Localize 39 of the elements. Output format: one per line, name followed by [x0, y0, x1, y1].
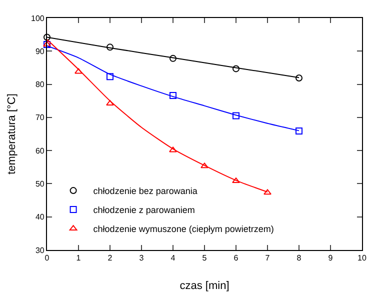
x-tick-label: 0: [44, 254, 50, 263]
legend-label: chłodzenie bez parowania: [93, 186, 198, 196]
point: [106, 73, 114, 80]
x-tick-label: 9: [328, 254, 334, 263]
point: [169, 146, 177, 152]
point: [106, 100, 114, 106]
y-tick-label: 30: [35, 246, 45, 255]
x-tick-label: 3: [139, 254, 144, 263]
y-tick-label: 100: [31, 14, 45, 23]
x-tick-label: 5: [202, 254, 208, 263]
x-tick-label: 10: [358, 254, 367, 263]
x-tick-label: 4: [170, 254, 176, 263]
point: [74, 68, 82, 74]
x-tick-label: 1: [76, 254, 82, 263]
point: [296, 128, 302, 135]
y-tick-label: 80: [35, 80, 45, 90]
x-tick-label: 7: [265, 254, 270, 263]
point: [296, 74, 302, 82]
x-tick-label: 8: [296, 254, 302, 263]
x-tick-label: 2: [108, 254, 113, 263]
point: [264, 189, 272, 195]
y-tick-label: 50: [35, 180, 45, 189]
point: [170, 54, 176, 62]
point: [44, 34, 50, 41]
point: [106, 44, 114, 51]
y-tick-label: 40: [35, 212, 45, 222]
x-tick-label: 6: [234, 254, 239, 263]
point: [232, 65, 240, 72]
y-tick-label: 90: [35, 46, 45, 56]
legend-label: chłodzenie wymuszone (ciepłym powietrzem): [93, 224, 274, 234]
legend-label: chłodzenie z parowaniem: [93, 205, 195, 216]
point: [232, 112, 240, 120]
point: [170, 92, 176, 100]
x-axis-title: czas [min]: [180, 280, 230, 292]
y-tick-label: 70: [35, 113, 45, 122]
y-axis-title: temperatura [°C]: [6, 94, 18, 174]
point: [200, 162, 208, 168]
y-tick-label: 60: [35, 146, 45, 156]
point: [232, 178, 240, 184]
